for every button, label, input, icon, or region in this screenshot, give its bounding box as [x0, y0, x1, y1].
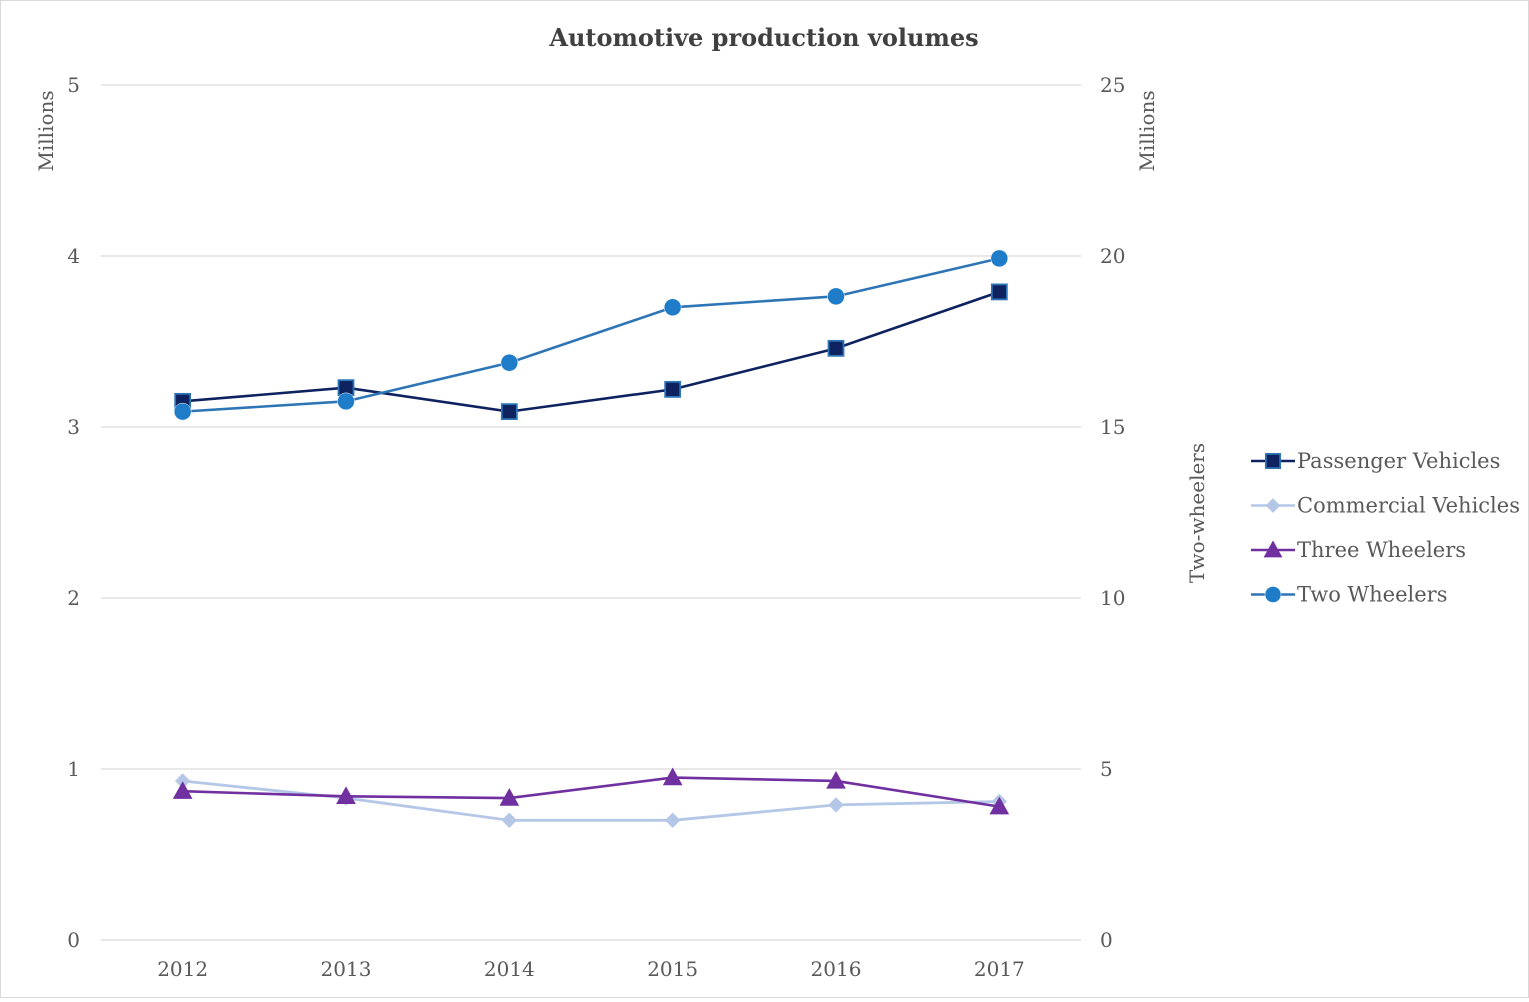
left-axis-unit-label: Millions [34, 90, 58, 171]
x-tick-label: 2013 [321, 957, 372, 981]
series-passenger-vehicles [174, 283, 1008, 421]
data-point [501, 812, 518, 829]
legend-item: Three Wheelers [1251, 538, 1466, 562]
legend-item: Commercial Vehicles [1251, 494, 1520, 518]
data-point [500, 403, 518, 421]
left-tick-label: 3 [67, 415, 80, 439]
x-tick-label: 2017 [974, 957, 1025, 981]
data-point [989, 796, 1010, 815]
legend-item: Passenger Vehicles [1251, 449, 1500, 473]
legend-swatch-marker [1264, 452, 1282, 470]
data-point [663, 298, 682, 317]
right-tick-label: 25 [1100, 73, 1125, 97]
x-axis-ticks: 2012 2013 2014 2015 2016 2017 [157, 957, 1025, 981]
left-tick-label: 2 [67, 586, 80, 610]
chart-title: Automotive production volumes [548, 23, 978, 52]
right-axis-title: Two-wheelers [1185, 443, 1209, 583]
right-tick-label: 0 [1100, 928, 1113, 952]
data-point [336, 786, 356, 805]
left-tick-label: 5 [67, 73, 80, 97]
data-point [827, 339, 845, 357]
legend-label: Three Wheelers [1297, 538, 1466, 562]
series-line [182, 257, 1000, 413]
series-line [182, 776, 1000, 808]
legend-swatch-marker [1263, 540, 1283, 558]
x-tick-label: 2016 [811, 957, 862, 981]
data-point [499, 788, 520, 806]
gridlines [101, 84, 1081, 941]
legend-label: Two Wheelers [1297, 583, 1447, 607]
data-point [500, 353, 519, 372]
data-point [172, 781, 193, 799]
data-point [990, 249, 1009, 268]
data-point [173, 402, 192, 421]
series-two-wheelers [173, 249, 1009, 421]
series-layer [172, 249, 1010, 829]
data-point [828, 797, 844, 813]
data-point [337, 392, 355, 411]
left-tick-label: 1 [67, 757, 80, 781]
data-point [664, 380, 682, 398]
data-point [826, 770, 846, 789]
right-axis-unit-label: Millions [1135, 90, 1159, 171]
data-point [664, 812, 681, 829]
x-tick-label: 2012 [157, 957, 208, 981]
x-tick-label: 2014 [484, 957, 535, 981]
legend: Passenger Vehicles Commercial Vehicles Thr… [1251, 449, 1520, 607]
series-three-wheelers [172, 767, 1010, 815]
series-line [182, 290, 1000, 413]
right-tick-label: 5 [1100, 757, 1113, 781]
left-axis-ticks: 0 1 2 3 4 5 [67, 73, 80, 952]
left-tick-label: 0 [67, 928, 80, 952]
right-axis-ticks: 0 5 10 15 20 25 [1100, 73, 1125, 952]
right-tick-label: 15 [1100, 415, 1125, 439]
data-point [990, 283, 1008, 301]
legend-label: Commercial Vehicles [1297, 494, 1520, 518]
right-tick-label: 20 [1100, 244, 1125, 268]
x-tick-label: 2015 [647, 957, 698, 981]
left-tick-label: 4 [67, 244, 80, 268]
series-commercial-vehicles [174, 773, 1008, 829]
legend-label: Passenger Vehicles [1297, 449, 1500, 473]
legend-item: Two Wheelers [1251, 583, 1447, 607]
right-tick-label: 10 [1100, 586, 1125, 610]
legend-swatch-marker [1265, 498, 1281, 513]
legend-swatch-marker [1264, 586, 1282, 603]
data-point [662, 767, 683, 786]
data-point [827, 287, 845, 306]
